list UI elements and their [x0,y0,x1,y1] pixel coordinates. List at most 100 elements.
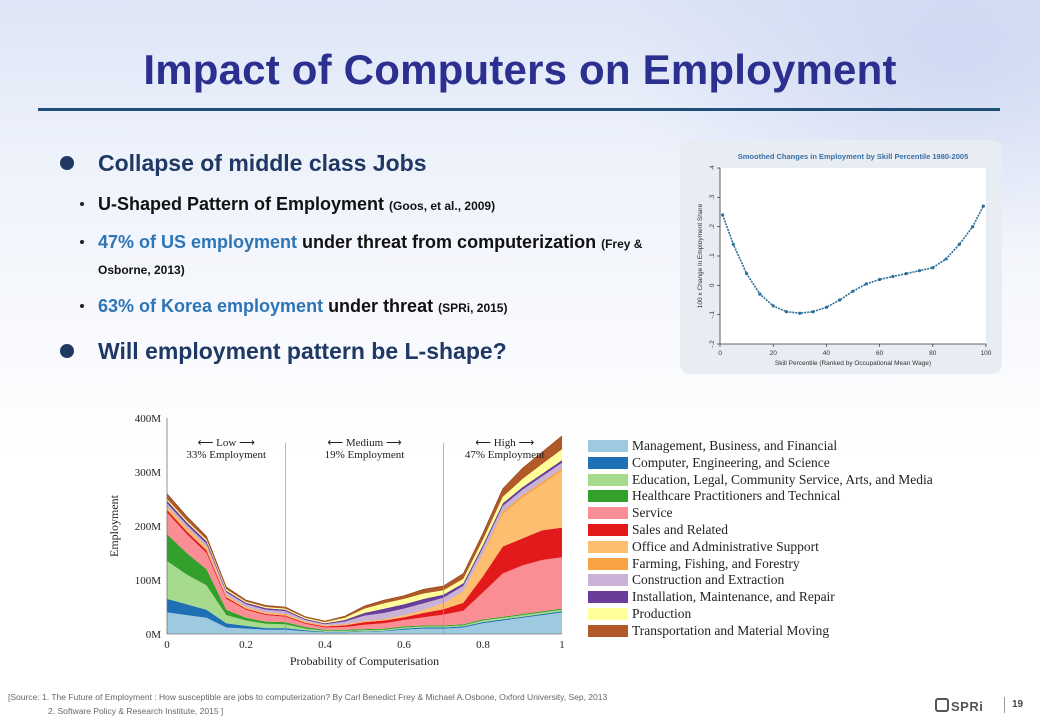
title-underline [38,108,1000,111]
legend-item: Construction and Extraction [588,572,988,589]
subbullet-korea-employment: 63% of Korea employment under threat (SP… [60,294,670,320]
subbullet-text: under threat [323,296,434,316]
data-point [931,266,935,270]
zone-share: 47% Employment [465,449,545,461]
data-point [838,298,842,302]
legend-label: Computer, Engineering, and Science [632,454,830,470]
legend-item: Installation, Maintenance, and Repair [588,589,988,606]
spri-logo: SPRi [935,698,983,714]
data-point [745,272,749,276]
legend-swatch [588,591,628,604]
u-shape-chart: Smoothed Changes in Employment by Skill … [697,152,992,367]
legend-item: Healthcare Practitioners and Technical [588,488,988,505]
legend-label: Management, Business, and Financial [632,438,838,453]
x-tick-label: 80 [929,350,937,357]
data-point [731,242,735,246]
data-point [904,272,908,276]
subbullet-dot [80,202,84,206]
zone-name: ⟵ Low ⟶ [198,437,255,449]
y-axis-label: Employment [107,494,121,557]
data-point [824,305,828,309]
legend-label: Sales and Related [632,521,728,537]
legend-swatch [588,540,628,553]
x-tick-label: 20 [770,350,778,357]
y-tick-label: 400M [135,413,162,425]
legend-item: Management, Business, and Financial [588,438,988,455]
area-production [167,449,562,624]
bullet-l-shape: Will employment pattern be L-shape? [60,334,670,368]
legend-label: Construction and Extraction [632,572,785,588]
bullet-dot [60,156,74,170]
legend-item: Office and Administrative Support [588,539,988,556]
subbullet-u-shaped: U-Shaped Pattern of Employment (Goos, et… [60,192,670,218]
legend-swatch [588,523,628,536]
area-installation-maintenance-and-repair [167,460,562,625]
citation: (Frey & Osborne, 2013) [98,237,643,277]
data-point [891,274,895,279]
data-point [811,310,815,314]
legend-label: Education, Legal, Community Service, Art… [632,471,933,487]
legend-item: Computer, Engineering, and Science [588,455,988,472]
legend-item: Production [588,606,988,623]
legend-item: Transportation and Material Moving [588,623,988,640]
legend-swatch [588,507,628,520]
legend-label: Farming, Fishing, and Forestry [632,555,800,571]
zone-name: ⟵ High ⟶ [475,437,534,449]
subbullet-text: under threat from computerization [297,232,597,252]
data-point [851,289,855,293]
x-tick-label: 1 [559,639,565,651]
source-line-1: [Source: 1. The Future of Employment : H… [8,692,608,702]
y-tick-label: .3 [709,194,716,200]
y-tick-label: .4 [709,165,716,171]
legend-label: Healthcare Practitioners and Technical [632,488,841,504]
legend-swatch [588,574,628,587]
legend-label: Installation, Maintenance, and Repair [632,589,835,605]
data-point [917,269,922,273]
data-point [771,304,775,308]
legend-item: Education, Legal, Community Service, Art… [588,472,988,489]
legend-label: Transportation and Material Moving [632,622,830,638]
x-axis-label: Probability of Computerisation [290,654,439,668]
citation: (SPRi, 2015) [438,301,508,315]
citation: (Goos, et al., 2009) [389,199,496,213]
x-tick-label: 0.4 [318,639,332,651]
x-tick-label: 60 [876,350,884,357]
data-point [981,204,985,208]
data-point [784,310,789,314]
highlight-text: 63% of Korea employment [98,296,324,316]
source-note: [Source: 1. The Future of Employment : H… [8,690,607,718]
bullet-list: Collapse of middle class Jobs U-Shaped P… [60,146,670,368]
bullet-dot [60,344,74,358]
plot-area [720,168,986,344]
zone-name: ⟵ Medium ⟶ [327,437,402,449]
computerisation-area-chart: 0 0.2 0.4 0.6 0.8 1 0M 100M 200M 300M 400M Probabil… [107,413,565,668]
y-tick-label: .1 [709,253,716,259]
chart-title: Smoothed Changes in Employment by Skill … [738,152,969,161]
source-line-2: 2. Software Policy & Research Institute,… [48,706,224,716]
data-point [957,242,961,246]
subbullet-dot [80,304,84,308]
slide-title: Impact of Computers on Employment [143,46,897,93]
area-chart-legend: Management, Business, and Financial Compu… [588,438,988,640]
data-point [971,225,975,229]
data-point [798,311,802,315]
legend-item: Sales and Related [588,522,988,539]
data-point [758,292,762,296]
subbullet-us-employment: 47% of US employment under threat from c… [60,230,670,282]
y-tick-label: 0M [146,629,162,641]
subbullet-dot [80,240,84,244]
x-tick-label: 0.2 [239,639,253,651]
legend-label: Service [632,505,673,521]
bullet-collapse-middle-class: Collapse of middle class Jobs [60,146,670,180]
legend-swatch [588,440,628,452]
legend-swatch [588,624,628,637]
u-shape-chart-panel: Smoothed Changes in Employment by Skill … [680,140,1002,374]
zone-share: 19% Employment [325,449,405,461]
x-tick-label: 0 [164,639,170,651]
page-number: 19 [1012,699,1024,710]
legend-swatch [588,557,628,570]
x-axis-label: Skill Percentile (Ranked by Occupational… [775,360,931,367]
bullet-text: Collapse of middle class Jobs [98,150,427,176]
y-tick-label: 0 [709,283,716,287]
x-tick-label: 0.8 [476,639,490,651]
